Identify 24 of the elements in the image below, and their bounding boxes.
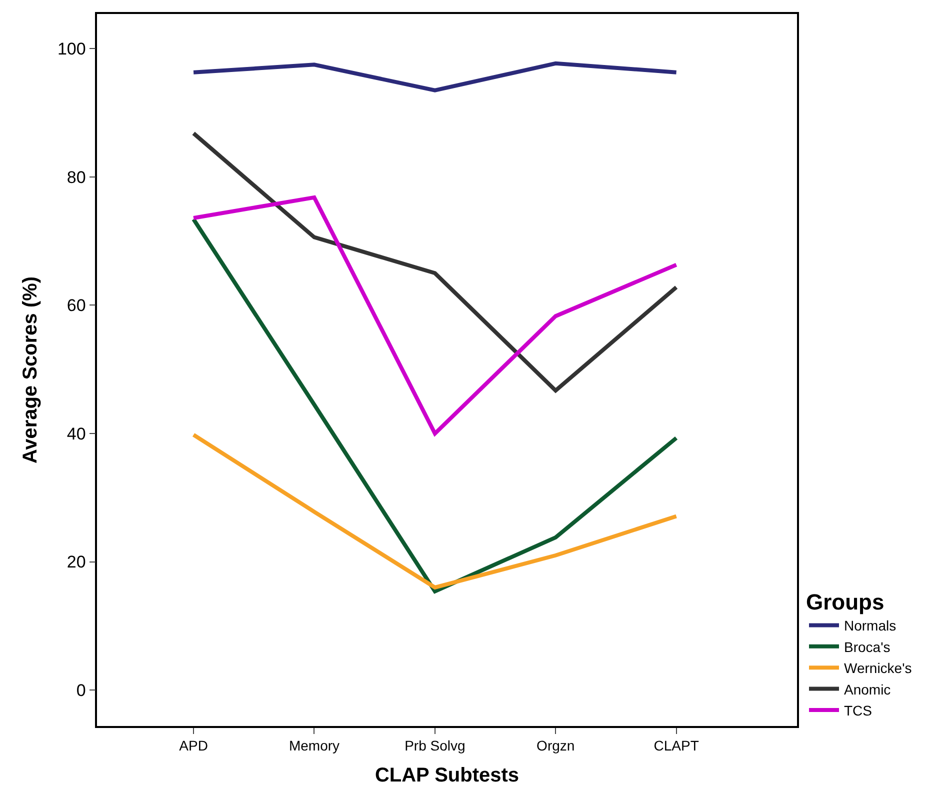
x-tick-label: CLAPT (654, 738, 700, 754)
y-tick-label: 80 (66, 168, 86, 187)
y-tick-label: 40 (66, 424, 86, 444)
x-tick-label: Memory (288, 738, 340, 754)
line-series (192, 217, 678, 594)
x-axis-title: CLAP Subtests (374, 764, 520, 787)
y-tick-label: 100 (57, 40, 86, 59)
legend-label: TCS (844, 702, 872, 718)
y-axis-title: Average Scores (%) (19, 276, 42, 464)
legend-label: Wernicke's (844, 660, 912, 676)
legend-title: Groups (806, 590, 884, 615)
x-tick-label: Prb Solvg (404, 738, 466, 754)
y-tick-label: 0 (76, 681, 86, 700)
y-tick-label: 60 (66, 296, 86, 316)
line-series (192, 131, 678, 393)
y-tick-label: 20 (66, 552, 86, 572)
legend-label: Anomic (844, 681, 891, 698)
line-series (192, 61, 678, 92)
line-series (192, 195, 678, 436)
legend-label: Broca's (844, 638, 890, 655)
x-tick-label: APD (179, 738, 208, 754)
legend-label: Normals (844, 618, 896, 634)
line-series (192, 432, 678, 590)
x-tick-label: Orgzn (536, 738, 575, 754)
